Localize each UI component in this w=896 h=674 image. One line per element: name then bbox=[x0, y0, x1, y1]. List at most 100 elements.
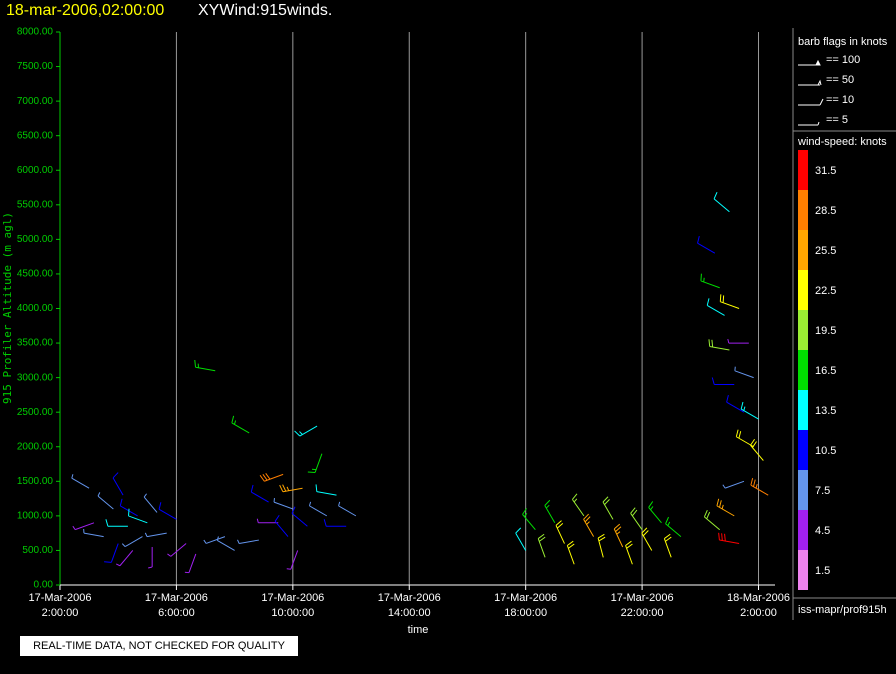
wind-barb bbox=[663, 533, 672, 558]
colorbar-swatch bbox=[798, 190, 808, 230]
wind-barb bbox=[104, 543, 119, 563]
wind-barb bbox=[537, 533, 546, 558]
wind-barb bbox=[750, 438, 764, 461]
wind-barb bbox=[83, 528, 104, 538]
wind-barb bbox=[750, 477, 769, 496]
wind-barb bbox=[308, 501, 328, 517]
barb-icon bbox=[798, 121, 820, 126]
source: iss-mapr/prof915h bbox=[798, 604, 887, 616]
y-tick-label: 6000.00 bbox=[17, 165, 54, 176]
colorbar-label: 7.5 bbox=[815, 485, 830, 497]
wind-barb bbox=[713, 192, 730, 213]
wind-barb bbox=[716, 498, 735, 517]
wind-barb bbox=[128, 508, 148, 524]
y-tick-label: 4000.00 bbox=[17, 303, 54, 314]
colorbar-swatch bbox=[798, 310, 808, 350]
wind-barb bbox=[105, 519, 128, 527]
y-tick-label: 7500.00 bbox=[17, 61, 54, 72]
wind-barb bbox=[630, 507, 643, 530]
y-tick-label: 7000.00 bbox=[17, 96, 54, 107]
wind-barb bbox=[718, 532, 740, 545]
notice-box bbox=[20, 636, 298, 656]
wind-barb bbox=[706, 298, 725, 316]
y-tick-label: 3000.00 bbox=[17, 372, 54, 383]
wind-barb bbox=[522, 508, 536, 531]
y-tick-label: 8000.00 bbox=[17, 27, 54, 38]
wind-barb bbox=[167, 543, 187, 557]
colorbar-label: 31.5 bbox=[815, 165, 836, 177]
wind-barb bbox=[602, 496, 614, 520]
wind-barb bbox=[727, 338, 749, 344]
wind-barb bbox=[307, 453, 323, 473]
wind-barb bbox=[286, 550, 299, 570]
wind-barb bbox=[97, 492, 114, 510]
wind-barb bbox=[273, 497, 294, 510]
wind-barb bbox=[194, 359, 216, 372]
wind-barb bbox=[338, 501, 357, 517]
x-tick-label: 2:00:00 bbox=[42, 607, 79, 619]
colorbar-swatch bbox=[798, 390, 808, 430]
colorbar-swatch bbox=[798, 550, 808, 590]
colorbar-swatch bbox=[798, 470, 808, 510]
wind-barb bbox=[323, 519, 347, 527]
colorbar-label: 13.5 bbox=[815, 405, 836, 417]
wind-barb bbox=[291, 506, 308, 527]
colorbar-label: 16.5 bbox=[815, 365, 836, 377]
barb-legend-entry: == 5 bbox=[826, 114, 848, 126]
wind-barb bbox=[121, 536, 143, 548]
colorbar-label: 10.5 bbox=[815, 445, 836, 457]
wind-barb bbox=[719, 294, 740, 309]
colorbar-swatch bbox=[798, 150, 808, 190]
x-tick-label: 22:00:00 bbox=[621, 607, 664, 619]
barb-icon bbox=[798, 59, 821, 66]
wind-barb bbox=[250, 484, 269, 503]
wind-barb bbox=[722, 480, 745, 489]
wind-barb bbox=[583, 513, 595, 537]
barb-icon bbox=[798, 98, 824, 106]
wind-barb bbox=[259, 473, 284, 482]
y-tick-label: 2000.00 bbox=[17, 441, 54, 452]
wind-barb bbox=[625, 540, 633, 565]
wind-barb bbox=[648, 501, 662, 524]
wind-barb bbox=[700, 273, 720, 289]
wind-barb bbox=[143, 493, 158, 513]
barb-icon bbox=[798, 79, 822, 86]
wind-barb bbox=[571, 493, 585, 517]
x-tick-label: 17-Mar-2006 bbox=[261, 592, 324, 604]
y-tick-label: 5000.00 bbox=[17, 234, 54, 245]
x-tick-label: 17-Mar-2006 bbox=[29, 592, 92, 604]
wind-barb bbox=[231, 415, 250, 434]
barb-legend-entry: == 50 bbox=[826, 74, 854, 86]
y-tick-label: 1500.00 bbox=[17, 476, 54, 487]
wind-barb bbox=[315, 484, 337, 496]
wind-barb bbox=[665, 516, 682, 537]
wind-barb bbox=[112, 472, 124, 496]
y-tick-label: 1000.00 bbox=[17, 511, 54, 522]
barb-legend-icons bbox=[798, 59, 824, 126]
wind-barb bbox=[294, 425, 318, 437]
colorbar-swatch bbox=[798, 230, 808, 270]
wind-barb bbox=[697, 236, 716, 254]
wind-barb bbox=[544, 499, 556, 524]
x-tick-label: 17-Mar-2006 bbox=[145, 592, 208, 604]
x-tick-label: 10:00:00 bbox=[271, 607, 314, 619]
chart-subtitle: XYWind:915winds. bbox=[198, 2, 332, 19]
x-axis-label: time bbox=[408, 624, 429, 636]
wind-barb bbox=[158, 502, 177, 520]
colorbar-label: 4.5 bbox=[815, 525, 830, 537]
wind-barb bbox=[734, 366, 754, 379]
colorbar-swatch bbox=[798, 510, 808, 550]
wind-barb bbox=[597, 533, 606, 558]
x-tick-label: 6:00:00 bbox=[158, 607, 195, 619]
wind-barb bbox=[237, 539, 259, 545]
colorbar-label: 25.5 bbox=[815, 245, 836, 257]
colorbar-title: wind-speed: knots bbox=[797, 136, 887, 148]
wind-barb bbox=[711, 377, 735, 386]
colorbar-swatch bbox=[798, 430, 808, 470]
wind-barb bbox=[566, 540, 575, 565]
colorbar-label: 1.5 bbox=[815, 565, 830, 577]
wind-barb bbox=[555, 520, 565, 544]
chart-title: 18-mar-2006,02:00:00 bbox=[6, 2, 164, 19]
wind-barb bbox=[148, 546, 153, 569]
